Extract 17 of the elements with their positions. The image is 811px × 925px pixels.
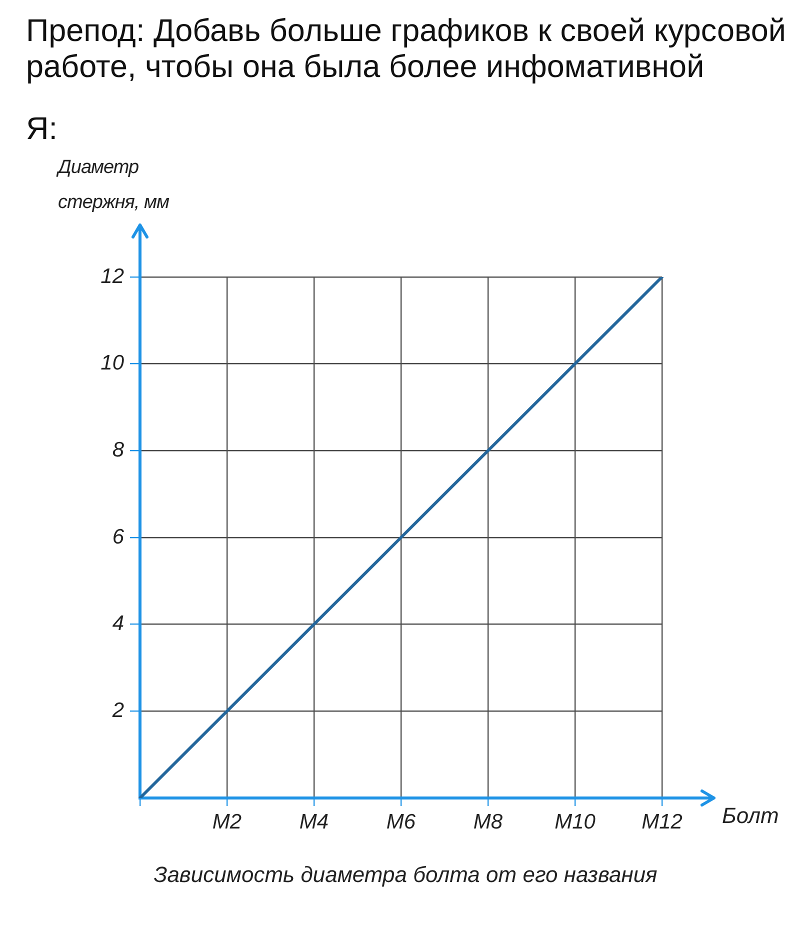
y-tick-label: 10 (100, 352, 124, 375)
y-axis-title: Диаметр стержня, мм (58, 156, 170, 215)
x-tick-label: M4 (299, 810, 329, 834)
x-tick-label: M12 (642, 810, 683, 834)
y-tick-label: 6 (112, 525, 124, 548)
y-tick-label: 4 (112, 612, 124, 636)
x-tick-label: M2 (212, 810, 242, 834)
y-tick-label: 8 (112, 438, 124, 462)
x-axis-title: Болт (722, 803, 779, 829)
x-tick-label: M8 (473, 810, 503, 834)
y-tick-label: 12 (100, 264, 124, 288)
y-tick-label: 2 (111, 699, 124, 722)
chart-title: Препод: Добавь больше графиков к своей курсовой работе, чтобы она была более инфомативной (26, 12, 787, 84)
x-tick-label: M6 (386, 810, 416, 834)
x-tick-label: M10 (554, 810, 596, 834)
chart-subtitle: Я: (26, 110, 58, 146)
text: Зависимость диаметра болта от его названия (152, 862, 658, 888)
